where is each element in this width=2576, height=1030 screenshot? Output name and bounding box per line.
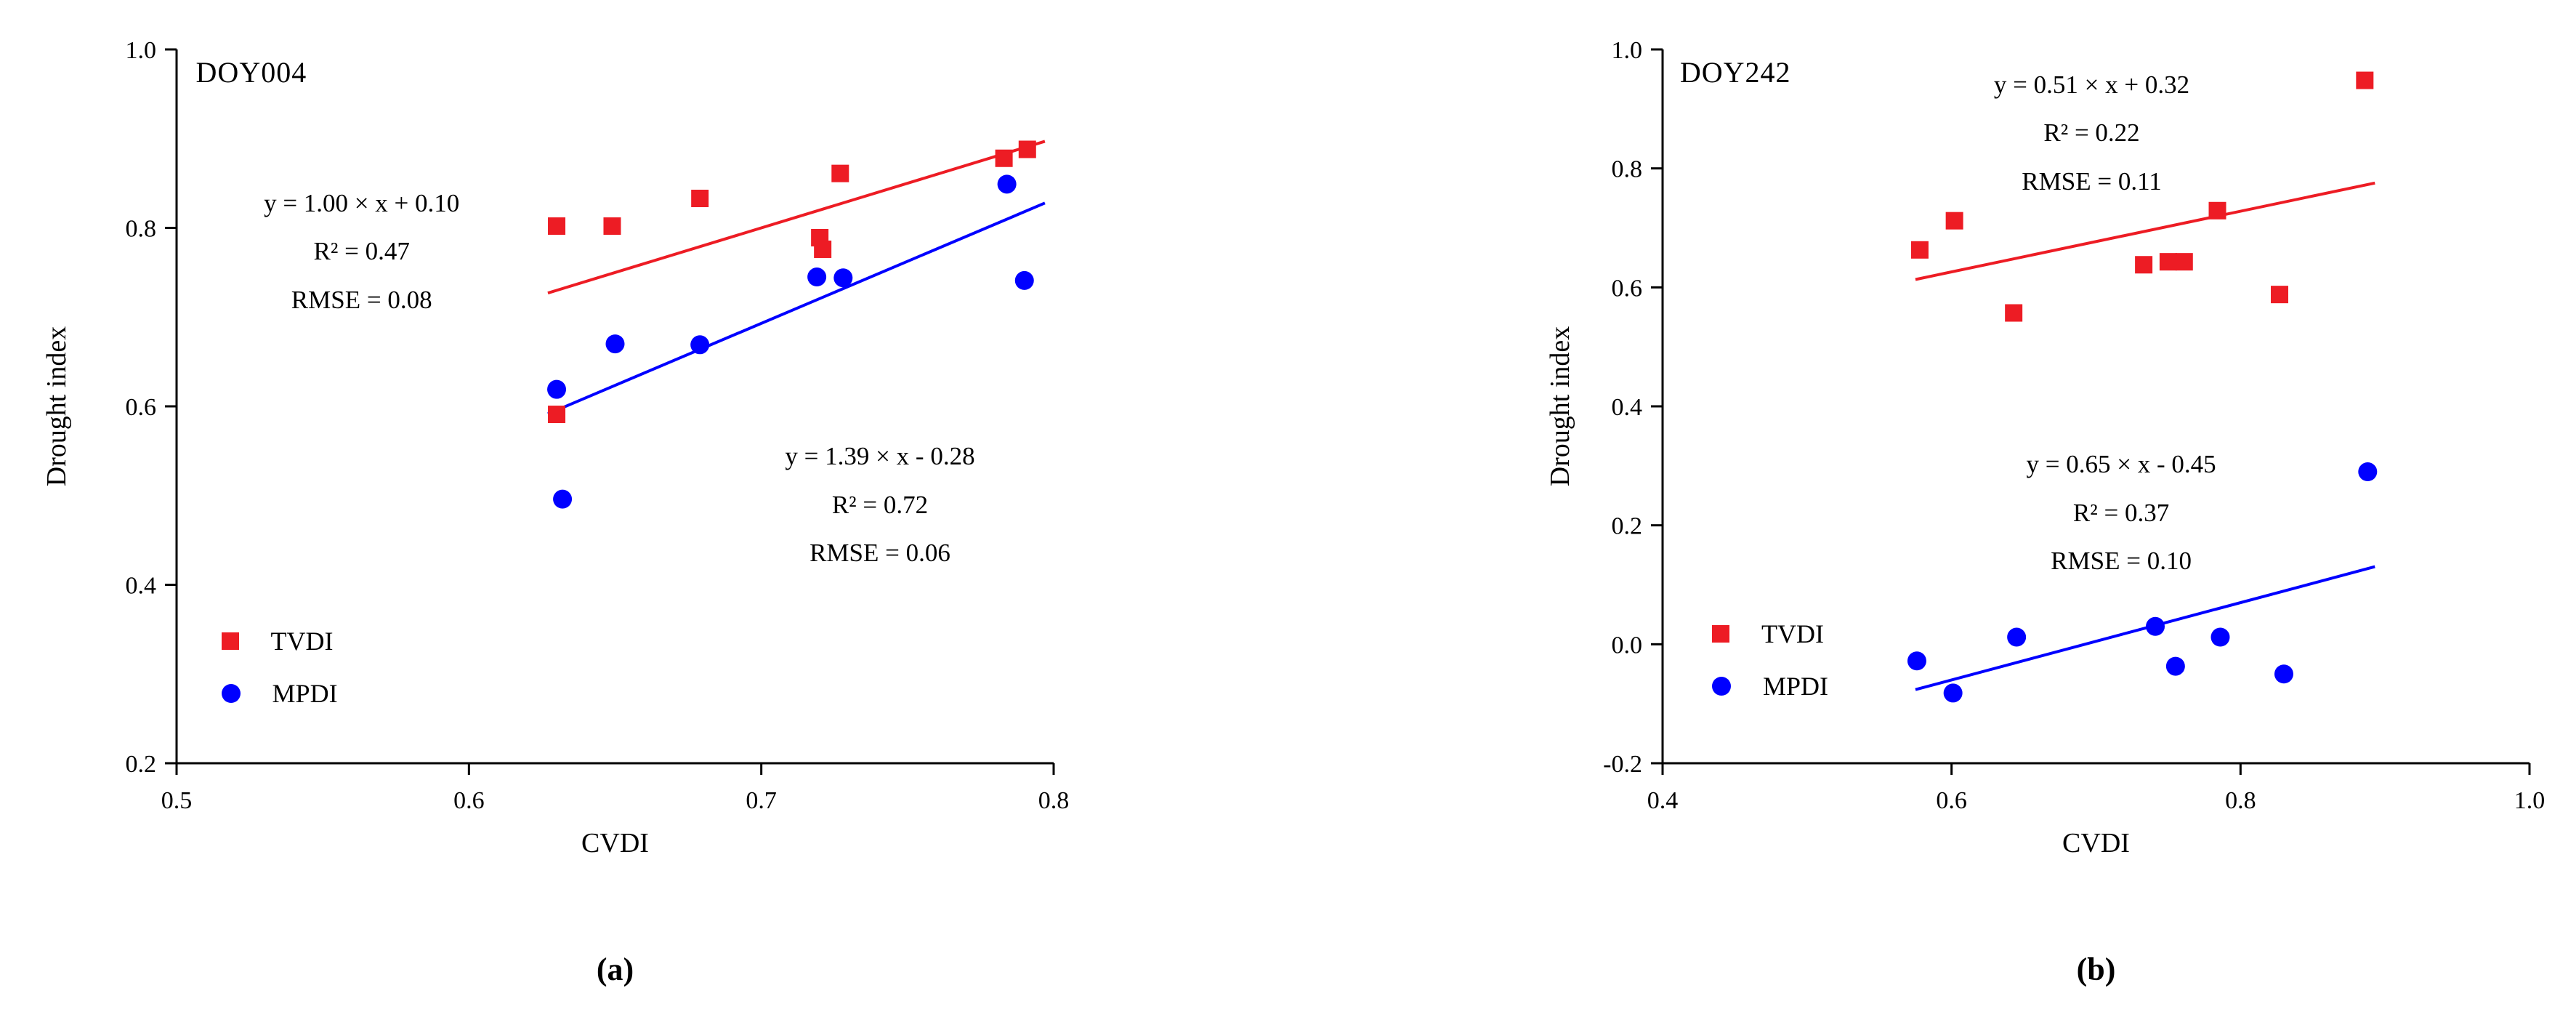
- equation-line: y = 1.39 × x - 0.28: [785, 442, 975, 471]
- legend-item-mpdi: MPDI: [1712, 666, 1828, 707]
- rmse-line: RMSE = 0.08: [291, 285, 432, 314]
- tvdi-regression-equation: y = 1.00 × x + 0.10 R² = 0.47 RMSE = 0.0…: [264, 180, 459, 325]
- equation-line: y = 0.65 × x - 0.45: [2026, 450, 2216, 479]
- x-axis-label: CVDI: [2062, 828, 2130, 858]
- equation-line: y = 1.00 × x + 0.10: [264, 188, 460, 217]
- svg-text:0.4: 0.4: [1612, 394, 1643, 421]
- legend-label-mpdi: MPDI: [1763, 671, 1829, 701]
- legend-item-mpdi: MPDI: [221, 673, 338, 714]
- circle-marker-icon: [1712, 676, 1731, 696]
- svg-text:0.5: 0.5: [161, 787, 193, 814]
- svg-text:0.8: 0.8: [126, 216, 157, 243]
- tvdi-regression-equation: y = 0.51 × x + 0.32 R² = 0.22 RMSE = 0.1…: [1994, 61, 2189, 206]
- svg-text:0.0: 0.0: [1612, 632, 1643, 659]
- legend-item-tvdi: TVDI: [1712, 613, 1828, 654]
- svg-text:1.0: 1.0: [1612, 37, 1643, 64]
- legend-label-tvdi: TVDI: [1761, 619, 1824, 648]
- scatter-plot-doy242: 0.4 0.6 0.8 1.0 -0.2 0.0 0.2 0.4 0.6 0.8 1.0: [1603, 37, 2545, 814]
- mpdi-regression-equation: y = 1.39 × x - 0.28 R² = 0.72 RMSE = 0.0…: [785, 432, 974, 578]
- plot-title: DOY242: [1679, 55, 1791, 89]
- plot-title: DOY004: [195, 55, 307, 89]
- svg-text:0.6: 0.6: [126, 394, 157, 421]
- panel-a: 0.5 0.6 0.7 0.8 0.2 0.4 0.6 0.8 1.0 DOY004 y = 1…: [41, 37, 1070, 987]
- panel-letter-a: (a): [596, 951, 634, 987]
- x-axis-label: CVDI: [581, 828, 649, 858]
- r-squared-line: R² = 0.72: [831, 490, 929, 519]
- legend: TVDI MPDI: [221, 621, 338, 714]
- y-axis-label: Drought index: [41, 326, 72, 487]
- legend-label-tvdi: TVDI: [270, 626, 334, 656]
- svg-text:0.6: 0.6: [453, 787, 485, 814]
- circle-marker-icon: [221, 683, 241, 703]
- square-marker-icon: [1712, 624, 1729, 643]
- mpdi-regression-equation: y = 0.65 × x - 0.45 R² = 0.37 RMSE = 0.1…: [2027, 440, 2216, 586]
- svg-text:0.8: 0.8: [2225, 787, 2256, 814]
- svg-text:0.8: 0.8: [1612, 156, 1643, 183]
- r-squared-line: R² = 0.37: [2072, 498, 2170, 527]
- svg-text:0.6: 0.6: [1936, 787, 1967, 814]
- rmse-line: RMSE = 0.11: [2022, 166, 2162, 196]
- rmse-line: RMSE = 0.10: [2051, 547, 2192, 576]
- svg-text:0.2: 0.2: [1612, 513, 1643, 540]
- svg-text:0.7: 0.7: [746, 787, 777, 814]
- equation-line: y = 0.51 × x + 0.32: [1993, 70, 2190, 99]
- svg-text:1.0: 1.0: [126, 37, 157, 64]
- r-squared-line: R² = 0.47: [313, 237, 410, 266]
- legend-item-tvdi: TVDI: [221, 621, 338, 661]
- svg-text:1.0: 1.0: [2514, 787, 2545, 814]
- svg-text:0.2: 0.2: [126, 751, 157, 778]
- svg-text:0.8: 0.8: [1038, 787, 1070, 814]
- panel-letter-b: (b): [2076, 951, 2116, 987]
- panel-b: 0.4 0.6 0.8 1.0 -0.2 0.0 0.2 0.4 0.6 0.8 1.0 DOY24…: [1288, 0, 2576, 1030]
- svg-text:0.6: 0.6: [1612, 275, 1643, 302]
- legend: TVDI MPDI: [1712, 613, 1828, 707]
- legend-label-mpdi: MPDI: [272, 678, 338, 708]
- svg-text:-0.2: -0.2: [1603, 751, 1642, 778]
- svg-text:0.4: 0.4: [126, 573, 157, 600]
- svg-text:0.4: 0.4: [1647, 787, 1679, 814]
- y-axis-label: Drought index: [1545, 326, 1575, 487]
- square-marker-icon: [221, 632, 239, 650]
- rmse-line: RMSE = 0.06: [809, 539, 950, 568]
- scatter-plot-doy004: 0.5 0.6 0.7 0.8 0.2 0.4 0.6 0.8 1.0: [126, 37, 1070, 814]
- r-squared-line: R² = 0.22: [2043, 118, 2140, 148]
